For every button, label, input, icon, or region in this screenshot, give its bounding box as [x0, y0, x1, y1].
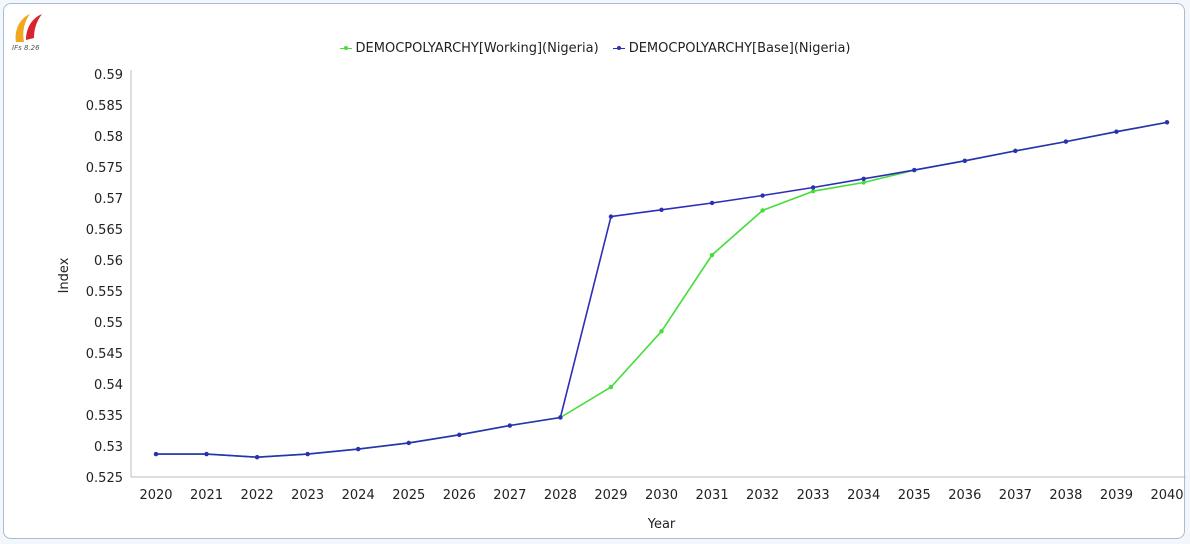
y-tick-label-11: 0.58: [94, 130, 123, 145]
y-axis-title: Index: [57, 257, 72, 293]
series-1-point-2035: [912, 168, 916, 172]
series-line-1: [156, 122, 1167, 457]
series-0-point-2029: [609, 385, 613, 389]
y-tick-label-6: 0.555: [86, 285, 123, 300]
x-tick-label-2022: 2022: [241, 488, 274, 503]
x-tick-label-2040: 2040: [1150, 488, 1183, 503]
x-axis-title: Year: [647, 517, 676, 532]
series-0-point-2030: [659, 329, 663, 333]
series-1-point-2020: [154, 452, 158, 456]
y-tick-label-0: 0.525: [86, 471, 123, 486]
y-tick-label-10: 0.575: [86, 161, 123, 176]
series-1-point-2040: [1165, 120, 1169, 124]
y-tick-label-2: 0.535: [86, 409, 123, 424]
series-line-0: [156, 122, 1167, 457]
series-1-point-2033: [811, 185, 815, 189]
x-tick-label-2038: 2038: [1049, 488, 1082, 503]
x-tick-label-2031: 2031: [696, 488, 729, 503]
y-tick-label-12: 0.585: [86, 99, 123, 114]
series-1-point-2023: [305, 452, 309, 456]
x-tick-label-2034: 2034: [847, 488, 880, 503]
x-tick-label-2032: 2032: [746, 488, 779, 503]
series-1-point-2032: [760, 193, 764, 197]
x-tick-label-2030: 2030: [645, 488, 678, 503]
series-1-point-2036: [963, 159, 967, 163]
series-1-point-2021: [204, 452, 208, 456]
x-tick-label-2028: 2028: [544, 488, 577, 503]
series-0: [154, 120, 1169, 459]
series-0-point-2031: [710, 253, 714, 257]
series-1-point-2037: [1013, 149, 1017, 153]
x-tick-label-2023: 2023: [291, 488, 324, 503]
y-tick-label-9: 0.57: [94, 192, 123, 207]
x-tick-label-2039: 2039: [1100, 488, 1133, 503]
series-1-point-2022: [255, 455, 259, 459]
y-tick-label-3: 0.54: [94, 378, 123, 393]
chart-axes: 0.525 0.53 0.535 0.54 0.545 0.55 0.555 0.56 0.56…: [86, 68, 1186, 503]
y-tick-label-5: 0.55: [94, 316, 123, 331]
series-1-point-2034: [862, 177, 866, 181]
x-tick-label-2027: 2027: [493, 488, 526, 503]
y-tick-label-4: 0.545: [86, 347, 123, 362]
series-1-point-2026: [457, 433, 461, 437]
x-tick-label-2029: 2029: [594, 488, 627, 503]
series-1: [154, 120, 1169, 459]
x-tick-label-2020: 2020: [139, 488, 172, 503]
series-1-point-2028: [558, 415, 562, 419]
series-1-point-2030: [659, 208, 663, 212]
x-tick-label-2024: 2024: [342, 488, 375, 503]
series-1-point-2031: [710, 201, 714, 205]
series-1-point-2024: [356, 447, 360, 451]
y-tick-label-7: 0.56: [94, 254, 123, 269]
chart-series-layer: [154, 120, 1169, 459]
x-tick-label-2036: 2036: [948, 488, 981, 503]
x-tick-label-2035: 2035: [898, 488, 931, 503]
x-tick-label-2021: 2021: [190, 488, 223, 503]
series-1-point-2039: [1114, 129, 1118, 133]
series-1-point-2029: [609, 214, 613, 218]
y-tick-label-8: 0.565: [86, 223, 123, 238]
x-tick-label-2033: 2033: [797, 488, 830, 503]
series-1-point-2038: [1064, 139, 1068, 143]
series-1-point-2027: [508, 423, 512, 427]
y-tick-label-13: 0.59: [94, 68, 123, 83]
x-tick-label-2037: 2037: [999, 488, 1032, 503]
series-0-point-2032: [760, 208, 764, 212]
series-1-point-2025: [407, 441, 411, 445]
x-tick-label-2025: 2025: [392, 488, 425, 503]
x-tick-label-2026: 2026: [443, 488, 476, 503]
y-tick-label-1: 0.53: [94, 440, 123, 455]
